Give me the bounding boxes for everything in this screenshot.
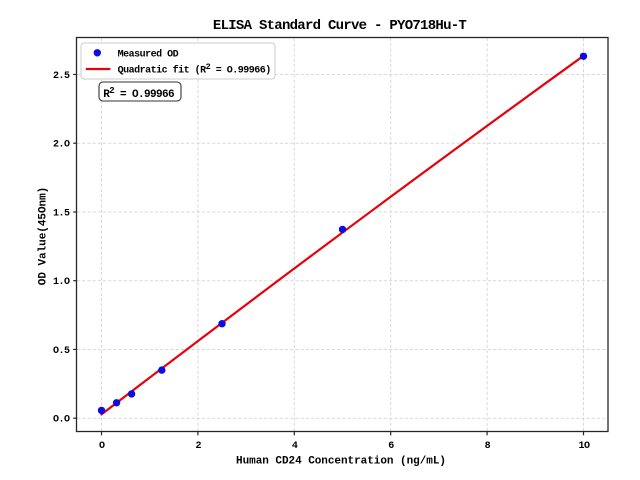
- svg-text:2: 2: [195, 441, 201, 452]
- svg-text:Measured OD: Measured OD: [118, 48, 179, 60]
- svg-text:OD Value(45Onm): OD Value(45Onm): [38, 187, 50, 285]
- svg-text:R2 = O.99966: R2 = O.99966: [103, 86, 174, 101]
- svg-text:Human CD24 Concentration (ng/m: Human CD24 Concentration (ng/mL): [236, 456, 446, 468]
- svg-text:2.O: 2.O: [53, 140, 70, 151]
- svg-text:Quadratic fit (R2 = O.99966): Quadratic fit (R2 = O.99966): [118, 62, 271, 77]
- svg-text:O.5: O.5: [53, 346, 70, 357]
- svg-text:2.5: 2.5: [53, 71, 70, 82]
- svg-text:ELISA Standard Curve - PYO718H: ELISA Standard Curve - PYO718Hu-T: [213, 18, 466, 34]
- svg-text:1O: 1O: [578, 441, 590, 452]
- svg-text:O.O: O.O: [53, 415, 70, 426]
- svg-text:1.O: 1.O: [53, 277, 70, 288]
- svg-text:O: O: [99, 441, 105, 452]
- svg-text:4: 4: [292, 441, 298, 452]
- svg-text:8: 8: [485, 441, 491, 452]
- svg-text:6: 6: [388, 441, 394, 452]
- svg-text:1.5: 1.5: [53, 208, 70, 219]
